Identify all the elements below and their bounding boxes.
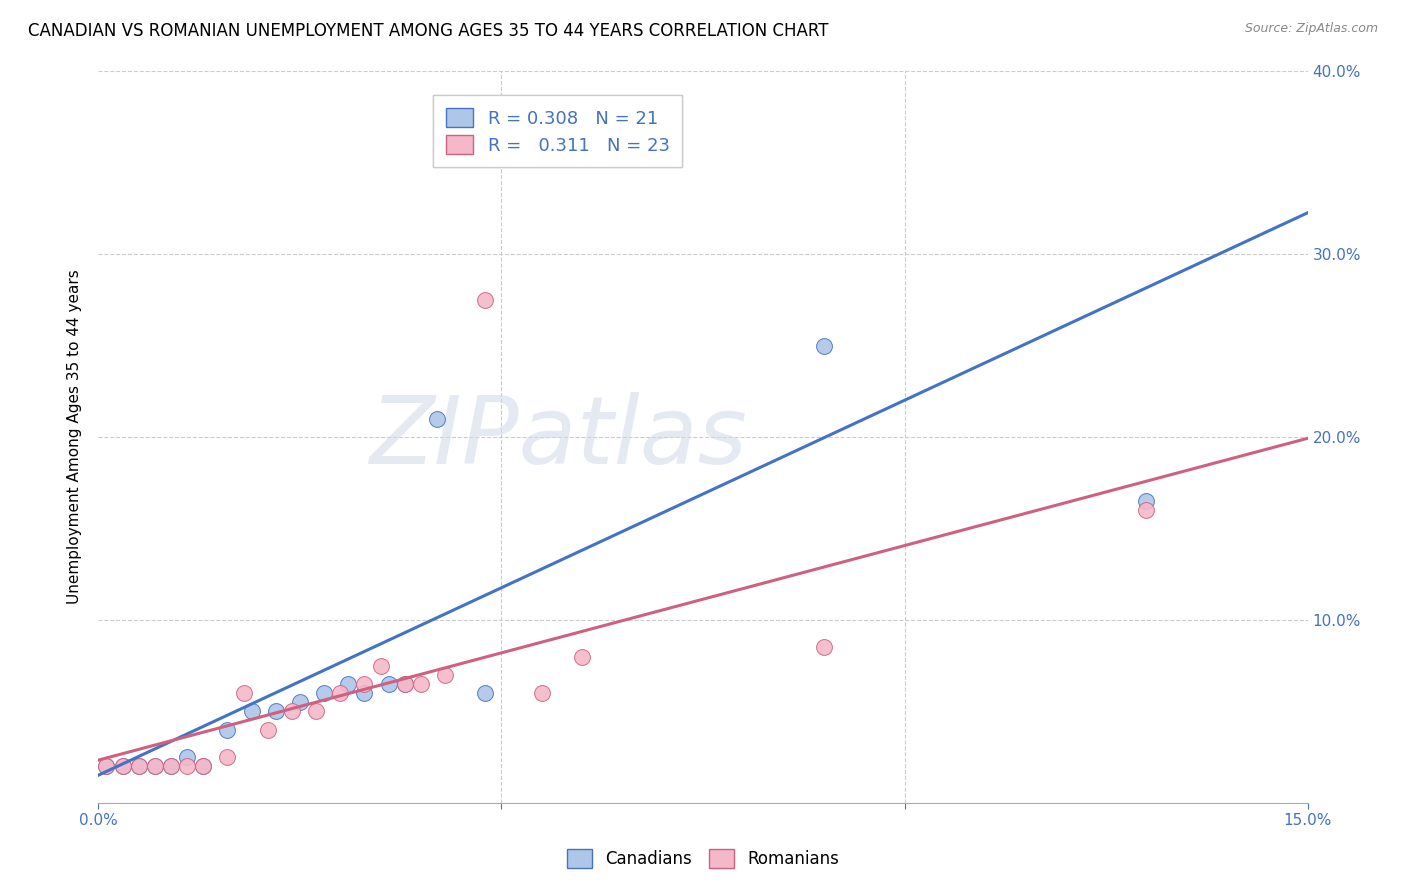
Point [217,750,239,764]
Point [337,677,360,691]
Point [193,759,215,773]
Legend: Canadians, Romanians: Canadians, Romanians [561,843,845,875]
Point [813,338,835,352]
Point [370,658,392,673]
Point [160,759,183,773]
Point [160,759,183,773]
Point [176,750,198,764]
Point [111,759,134,773]
Point [232,686,254,700]
Point [240,705,263,719]
Point [96,759,118,773]
Point [128,759,150,773]
Point [394,677,416,691]
Text: CANADIAN VS ROMANIAN UNEMPLOYMENT AMONG AGES 35 TO 44 YEARS CORRELATION CHART: CANADIAN VS ROMANIAN UNEMPLOYMENT AMONG … [28,22,828,40]
Point [1135,503,1157,517]
Point [353,677,375,691]
Point [353,686,375,700]
Point [329,686,352,700]
Point [128,759,150,773]
Point [143,759,166,773]
Y-axis label: Unemployment Among Ages 35 to 44 years: Unemployment Among Ages 35 to 44 years [67,269,83,605]
Point [264,705,287,719]
Legend: R = 0.308   N = 21, R =   0.311   N = 23: R = 0.308 N = 21, R = 0.311 N = 23 [433,95,682,168]
Point [813,640,835,655]
Point [176,759,198,773]
Point [571,649,593,664]
Point [377,677,399,691]
Point [474,293,496,307]
Point [434,667,457,681]
Point [281,705,304,719]
Text: Source: ZipAtlas.com: Source: ZipAtlas.com [1244,22,1378,36]
Text: ZIPatlas: ZIPatlas [368,392,747,483]
Point [314,686,336,700]
Point [409,677,432,691]
Point [256,723,278,737]
Point [612,146,634,161]
Point [143,759,166,773]
Point [1135,494,1157,508]
Point [394,677,416,691]
Point [305,705,328,719]
Point [530,686,553,700]
Point [193,759,215,773]
Point [111,759,134,773]
Point [474,686,496,700]
Point [288,695,311,709]
Point [217,723,239,737]
Point [426,412,449,426]
Point [96,759,118,773]
